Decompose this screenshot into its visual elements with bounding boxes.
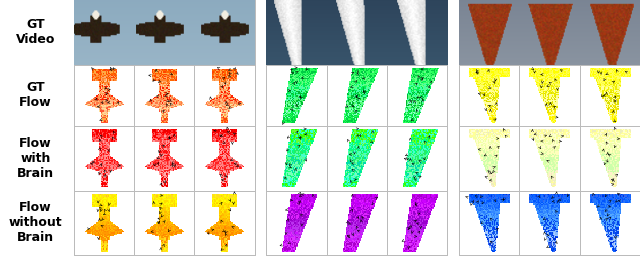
Bar xyxy=(387,126,447,190)
Bar xyxy=(266,126,326,190)
Bar xyxy=(519,126,580,190)
Bar xyxy=(266,0,326,65)
Bar xyxy=(580,126,640,190)
Bar xyxy=(74,190,134,255)
Bar xyxy=(459,126,519,190)
Text: b: b xyxy=(351,2,363,20)
Bar xyxy=(195,126,255,190)
Bar xyxy=(326,126,387,190)
Bar xyxy=(134,0,195,65)
Bar xyxy=(580,65,640,126)
Bar xyxy=(74,65,134,126)
Bar xyxy=(266,65,326,126)
Bar xyxy=(580,126,640,190)
Bar xyxy=(519,190,580,255)
Bar xyxy=(459,0,519,65)
Bar xyxy=(387,0,447,65)
Bar xyxy=(519,65,580,126)
Bar xyxy=(459,190,519,255)
Bar xyxy=(326,65,387,126)
Bar xyxy=(326,0,387,65)
Bar xyxy=(580,0,640,65)
Bar xyxy=(519,190,580,255)
Bar xyxy=(580,190,640,255)
Bar xyxy=(134,190,195,255)
Bar xyxy=(74,65,134,126)
Text: c: c xyxy=(545,2,554,20)
Bar xyxy=(326,0,387,65)
Bar xyxy=(387,126,447,190)
Bar xyxy=(195,190,255,255)
Bar xyxy=(326,190,387,255)
Bar xyxy=(519,0,580,65)
Text: Flow
without
Brain: Flow without Brain xyxy=(8,201,62,245)
Bar xyxy=(580,190,640,255)
Bar xyxy=(519,65,580,126)
Text: GT
Video: GT Video xyxy=(15,18,55,46)
Bar xyxy=(74,0,134,65)
Bar xyxy=(387,190,447,255)
Bar xyxy=(266,0,326,65)
Bar xyxy=(74,126,134,190)
Bar xyxy=(195,65,255,126)
Bar xyxy=(266,190,326,255)
Bar xyxy=(195,0,255,65)
Bar xyxy=(387,190,447,255)
Text: GT
Flow: GT Flow xyxy=(19,81,52,109)
Bar xyxy=(266,126,326,190)
Bar xyxy=(519,0,580,65)
Bar xyxy=(195,190,255,255)
Bar xyxy=(387,0,447,65)
Text: a: a xyxy=(159,2,170,20)
Bar xyxy=(459,126,519,190)
Bar xyxy=(195,65,255,126)
Bar xyxy=(195,0,255,65)
Bar xyxy=(326,190,387,255)
Bar xyxy=(74,0,134,65)
Bar xyxy=(459,0,519,65)
Bar xyxy=(195,126,255,190)
Bar xyxy=(387,65,447,126)
Bar xyxy=(134,126,195,190)
Bar xyxy=(134,0,195,65)
Bar xyxy=(134,65,195,126)
Bar xyxy=(459,65,519,126)
Bar xyxy=(459,65,519,126)
Bar xyxy=(519,126,580,190)
Bar xyxy=(326,126,387,190)
Bar xyxy=(266,190,326,255)
Bar xyxy=(74,190,134,255)
Bar xyxy=(580,0,640,65)
Bar xyxy=(459,190,519,255)
Text: Flow
with
Brain: Flow with Brain xyxy=(17,137,54,180)
Bar xyxy=(134,126,195,190)
Bar xyxy=(266,65,326,126)
Bar xyxy=(580,65,640,126)
Bar xyxy=(326,65,387,126)
Bar xyxy=(387,65,447,126)
Bar xyxy=(134,190,195,255)
Bar xyxy=(74,126,134,190)
Bar xyxy=(134,65,195,126)
